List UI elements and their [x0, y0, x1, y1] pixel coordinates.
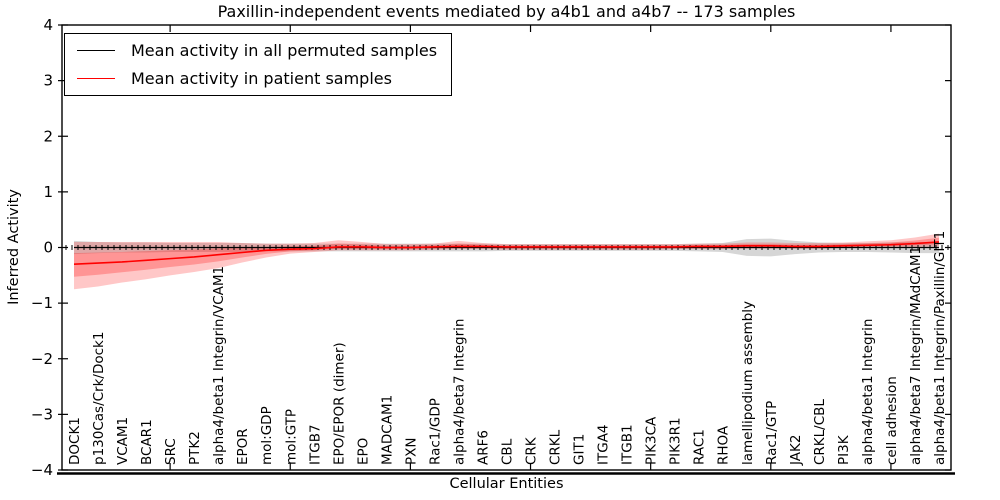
x-tick-label: CRK	[524, 436, 540, 465]
x-tick-label: ARF6	[475, 430, 491, 465]
x-tick-label: MADCAM1	[379, 395, 395, 465]
x-tick-label: RAC1	[692, 429, 708, 465]
legend-line-sample-black	[77, 50, 115, 51]
x-tick-label: PI3K	[836, 434, 852, 465]
x-tick-label: ITGA4	[596, 424, 612, 465]
x-category-labels: DOCK1 p130Cas/Crk/Dock1 VCAM1 BCAR1 SRC PTK2 a…	[67, 231, 948, 466]
x-tick-label: mol:GDP	[259, 406, 275, 465]
legend-entry-permuted: Mean activity in all permuted samples	[77, 41, 437, 60]
x-tick-label: Rac1/GTP	[764, 401, 780, 465]
x-tick-label: ITGB7	[307, 424, 323, 465]
x-tick-label: alpha4/beta7 Integrin/MAdCAM1	[908, 246, 924, 465]
x-tick-label: ITGB1	[620, 424, 636, 465]
patient-mean-line	[73, 241, 940, 265]
x-tick-label: EPO/EPOR (dimer)	[331, 342, 347, 465]
legend: Mean activity in all permuted samples Me…	[64, 33, 453, 96]
y-tick-label: 0	[43, 239, 53, 257]
y-tick-label: −1	[31, 294, 53, 312]
y-tick-label: −2	[31, 350, 53, 368]
x-tick-label: CRKL	[548, 429, 564, 465]
chart-title: Paxillin-independent events mediated by …	[217, 2, 796, 21]
x-tick-label: lamellipodium assembly	[740, 301, 756, 465]
legend-label-patient: Mean activity in patient samples	[131, 69, 392, 88]
x-tick-label: BCAR1	[139, 419, 155, 465]
x-tick-label: p130Cas/Crk/Dock1	[91, 332, 107, 465]
x-tick-label: EPOR	[235, 428, 251, 465]
legend-entry-patient: Mean activity in patient samples	[77, 69, 437, 88]
confidence-bands	[74, 233, 939, 290]
x-tick-label: SRC	[163, 438, 179, 465]
x-tick-label: RHOA	[716, 425, 732, 465]
x-tick-label: cell adhesion	[884, 376, 900, 465]
y-tick-label: −3	[31, 405, 53, 423]
x-tick-label: PIK3R1	[668, 417, 684, 465]
x-tick-label: JAK2	[788, 435, 804, 466]
x-tick-label: VCAM1	[115, 417, 131, 465]
x-tick-label: mol:GTP	[283, 409, 299, 465]
legend-line-sample-red	[77, 78, 115, 79]
y-tick-label: 1	[43, 183, 53, 201]
x-tick-label: PXN	[403, 438, 419, 466]
x-tick-label: alpha4/beta1 Integrin/Paxillin/GIT1	[932, 231, 948, 465]
legend-label-permuted: Mean activity in all permuted samples	[131, 41, 438, 60]
y-tick-label: 2	[43, 127, 53, 145]
y-tick-label: 4	[43, 16, 53, 34]
x-axis-label: Cellular Entities	[449, 476, 564, 492]
x-tick-label: EPO	[355, 438, 371, 465]
x-tick-label: GIT1	[572, 434, 588, 465]
x-tick-label: alpha4/beta1 Integrin/VCAM1	[211, 266, 227, 465]
x-tick-label: Rac1/GDP	[427, 398, 443, 465]
x-tick-label: CRKL/CBL	[812, 399, 828, 465]
x-tick-label: CBL	[500, 438, 516, 465]
x-tick-label: DOCK1	[67, 417, 83, 465]
y-tick-label: 3	[43, 72, 53, 90]
x-tick-label: PIK3CA	[644, 416, 660, 465]
axis-ticks: −4 −3 −2 −1 0 1 2 3 4	[31, 16, 951, 479]
x-tick-label: PTK2	[187, 431, 203, 465]
x-tick-label: alpha4/beta7 Integrin	[451, 319, 467, 465]
x-tick-label: alpha4/beta1 Integrin	[860, 319, 876, 465]
y-tick-label: −4	[31, 461, 53, 479]
